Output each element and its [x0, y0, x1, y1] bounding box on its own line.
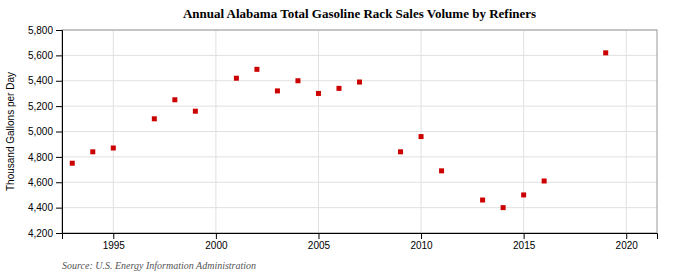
tick-mark: [56, 208, 62, 209]
tick: 2010: [410, 233, 433, 251]
point: [542, 178, 547, 183]
tick-mark: [56, 157, 62, 158]
tick-label: 5,200: [28, 101, 53, 112]
grid: [62, 30, 657, 233]
point: [193, 109, 198, 114]
tick: 5,800: [28, 25, 62, 36]
point: [316, 91, 321, 96]
tick-label: 2015: [513, 240, 536, 251]
tick-label: 5,600: [28, 50, 53, 61]
chart: 1995200020052010201520204,2004,4004,6004…: [0, 0, 675, 275]
point: [152, 116, 157, 121]
point: [172, 97, 177, 102]
point: [70, 161, 75, 166]
axis-line: [63, 234, 658, 240]
grid-line: [62, 131, 657, 132]
plot: 1995200020052010201520204,2004,4004,6004…: [28, 25, 658, 251]
point: [521, 192, 526, 197]
tick-label: 2020: [616, 240, 639, 251]
annotation: Source: U.S. Energy Information Administ…: [62, 260, 256, 271]
grid-line: [62, 182, 657, 183]
point: [111, 145, 116, 150]
tick: 5,000: [28, 126, 62, 137]
tick-label: 5,400: [28, 75, 53, 86]
point: [398, 149, 403, 154]
tick: 4,800: [28, 152, 62, 163]
point: [336, 86, 341, 91]
tick-mark: [56, 30, 62, 31]
axis-line: [56, 31, 63, 234]
tick: 4,400: [28, 202, 62, 213]
tick: 4,600: [28, 177, 62, 188]
tick-mark: [626, 233, 627, 239]
tick-label: 2010: [410, 240, 433, 251]
tick-label: 1995: [103, 240, 126, 251]
tick: 5,400: [28, 75, 62, 86]
point: [234, 76, 239, 81]
x-axis: 1995 2000 2005 2010 2015 2020: [63, 233, 658, 251]
grid-line: [62, 55, 657, 56]
points: [70, 50, 608, 210]
tick-label: 4,400: [28, 202, 53, 213]
tick-mark: [56, 55, 62, 56]
tick: 1995: [103, 233, 126, 251]
tick: 4,200: [28, 228, 62, 239]
tick-label: 5,800: [28, 25, 53, 36]
tick-mark: [56, 233, 62, 234]
tick-mark: [56, 182, 62, 183]
tick: 5,200: [28, 101, 62, 112]
point: [275, 88, 280, 93]
tick-label: 2000: [205, 240, 228, 251]
point: [501, 205, 506, 210]
tick-mark: [524, 233, 525, 239]
tick-mark: [56, 81, 62, 82]
tick-label: 4,200: [28, 228, 53, 239]
grid-line: [62, 156, 657, 157]
tick: 2020: [616, 233, 639, 251]
point: [254, 67, 259, 72]
tick-label: 2005: [308, 240, 331, 251]
tick: 2000: [205, 233, 228, 251]
tick-mark: [56, 132, 62, 133]
grid-line: [62, 106, 657, 107]
point: [439, 168, 444, 173]
tick-mark: [113, 233, 114, 239]
point: [419, 134, 424, 139]
grid-line: [62, 207, 657, 208]
point: [357, 80, 362, 85]
tick: 2015: [513, 233, 536, 251]
point: [90, 149, 95, 154]
y-axis-label: Thousand Gallons per Day: [5, 72, 16, 191]
tick: 2005: [308, 233, 331, 251]
title: Annual Alabama Total Gasoline Rack Sales…: [183, 6, 536, 21]
point: [603, 50, 608, 55]
tick-mark: [216, 233, 217, 239]
tick-label: 4,800: [28, 152, 53, 163]
tick-label: 5,000: [28, 126, 53, 137]
tick-mark: [421, 233, 422, 239]
tick-mark: [56, 106, 62, 107]
plot-frame: [62, 30, 657, 233]
tick-label: 4,600: [28, 177, 53, 188]
point: [480, 198, 485, 203]
point: [295, 78, 300, 83]
tick-mark: [318, 233, 319, 239]
y-axis: 4,200 4,400 4,600 4,800 5,000 5,200 5,400 5,600…: [28, 25, 63, 239]
tick: 5,600: [28, 50, 62, 61]
